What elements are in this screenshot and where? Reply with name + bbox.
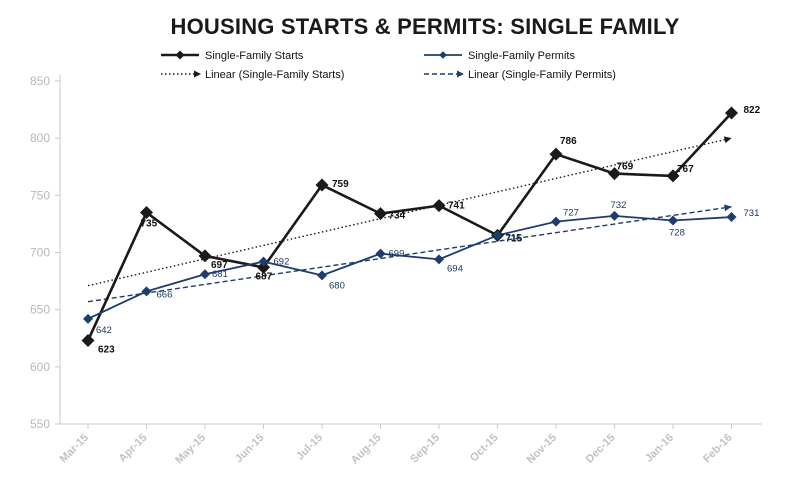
legend-item: Single-Family Permits	[424, 50, 575, 62]
starts-point	[549, 147, 563, 161]
starts-data-label: 715	[506, 233, 523, 244]
permits-data-label: 694	[447, 263, 463, 274]
permits-point	[83, 313, 93, 324]
permits-data-label: 699	[389, 249, 405, 260]
legend-marker	[175, 50, 185, 60]
starts-point	[198, 249, 212, 263]
legend-label: Single-Family Permits	[468, 50, 575, 62]
starts-data-label: 741	[448, 201, 465, 212]
permits-point	[609, 210, 620, 221]
permits-point	[258, 256, 269, 267]
plot-area: 623 735 697 687 759 734 741 715 786 769 767 822 642 6…	[81, 105, 761, 356]
series-line-starts	[86, 112, 733, 342]
starts-point	[374, 207, 387, 221]
trendline-arrow	[723, 136, 732, 144]
legend-label: Linear (Single-Family Permits)	[468, 69, 616, 81]
series-line-permits	[87, 215, 732, 320]
x-tick-label: Feb-16	[701, 432, 735, 466]
permits-data-label: 680	[329, 280, 345, 291]
starts-data-label: 767	[677, 164, 694, 175]
legend: Single-Family Starts Single-Family Permit…	[161, 50, 616, 81]
permits-point	[141, 286, 152, 297]
permits-point	[317, 270, 327, 281]
starts-point	[257, 260, 270, 274]
starts-point	[432, 199, 446, 213]
permits-data-label: 731	[744, 208, 760, 219]
permits-point	[551, 216, 561, 227]
permits-point	[434, 254, 444, 265]
x-tick-label: Jul-15	[294, 432, 325, 463]
permits-data-label: 727	[563, 208, 579, 219]
legend-item: Linear (Single-Family Permits)	[424, 69, 616, 81]
starts-data-label: 623	[98, 345, 115, 356]
trendline-starts	[87, 137, 732, 287]
legend-arrow	[457, 70, 464, 78]
starts-point	[140, 205, 153, 219]
starts-point	[81, 334, 95, 348]
x-tick-label: Dec-15	[584, 432, 618, 466]
legend-item: Linear (Single-Family Starts)	[161, 69, 344, 81]
starts-point	[725, 106, 738, 120]
x-tick-label: Nov-15	[525, 432, 559, 466]
y-tick-label: 600	[30, 360, 50, 374]
permits-data-label: 681	[212, 269, 228, 280]
permits-point	[726, 212, 737, 223]
axes: 550 600 650 700 750 800 850 Mar-15 Apr-15 May-15 J…	[30, 74, 762, 466]
starts-data-label: 786	[560, 136, 577, 147]
permits-data-label: 666	[157, 289, 173, 300]
starts-point	[608, 167, 621, 181]
y-tick-label: 700	[30, 246, 50, 260]
legend-marker	[439, 51, 447, 59]
permits-point	[668, 215, 678, 226]
permits-point	[200, 269, 210, 280]
trendline-permits	[87, 206, 732, 303]
permits-data-label: 642	[96, 325, 112, 336]
starts-data-label: 697	[211, 260, 228, 271]
permits-data-label: 715	[506, 232, 522, 243]
y-tick-label: 550	[30, 417, 50, 431]
starts-point	[666, 169, 680, 183]
x-tick-label: Mar-15	[58, 432, 92, 466]
x-tick-label: Aug-15	[349, 432, 384, 467]
permits-data-label: 732	[611, 200, 627, 211]
trendline-arrow	[724, 204, 732, 212]
starts-data-label: 769	[617, 162, 634, 173]
x-tick-label: Jan-16	[643, 432, 676, 465]
legend-label: Linear (Single-Family Starts)	[205, 69, 344, 81]
permits-data-label: 728	[669, 227, 685, 238]
legend-arrow	[194, 70, 201, 78]
y-tick-label: 650	[30, 303, 50, 317]
starts-data-label: 735	[141, 218, 158, 229]
x-tick-label: Jun-15	[233, 432, 267, 466]
y-tick-label: 850	[30, 74, 50, 88]
starts-data-label: 759	[332, 179, 349, 190]
y-tick-label: 800	[30, 131, 50, 145]
starts-data-label: 687	[256, 271, 273, 282]
starts-data-label: 822	[744, 105, 761, 116]
permits-point	[492, 230, 503, 241]
x-tick-label: May-15	[173, 432, 208, 467]
permits-point	[375, 248, 386, 259]
x-tick-label: Sep-15	[408, 432, 442, 466]
legend-label: Single-Family Starts	[205, 50, 304, 62]
starts-point	[315, 178, 329, 192]
x-tick-label: Apr-15	[116, 432, 149, 465]
chart-title: HOUSING STARTS & PERMITS: SINGLE FAMILY	[171, 14, 680, 39]
permits-data-label: 692	[274, 257, 290, 268]
starts-data-label: 734	[389, 211, 406, 222]
legend-item: Single-Family Starts	[161, 50, 304, 62]
y-tick-label: 750	[30, 188, 50, 202]
x-tick-label: Oct-15	[468, 432, 501, 465]
